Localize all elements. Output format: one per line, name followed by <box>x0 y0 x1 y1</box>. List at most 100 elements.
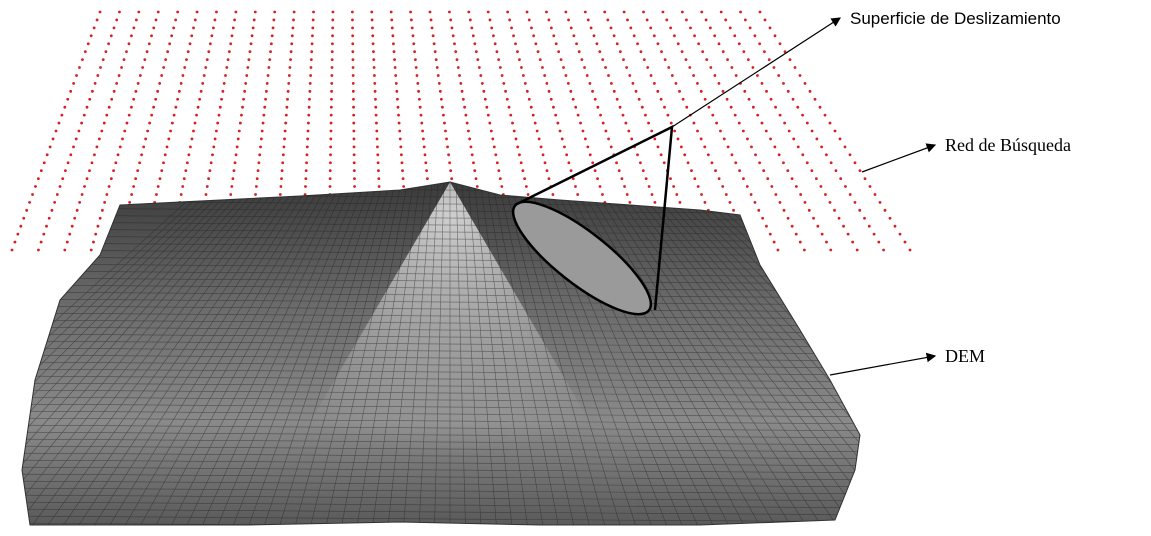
grid-dot <box>767 58 771 61</box>
grid-dot <box>132 26 136 30</box>
grid-dot <box>86 42 90 46</box>
grid-dot <box>622 58 625 61</box>
grid-dot <box>768 232 772 236</box>
grid-dot <box>793 66 797 69</box>
grid-dot <box>39 240 43 244</box>
grid-dot <box>502 82 506 85</box>
grid-dot <box>374 113 378 117</box>
grid-dot <box>514 42 517 46</box>
grid-dot <box>42 232 46 236</box>
grid-dot <box>103 201 107 204</box>
grid-dot <box>236 137 240 141</box>
grid-dot <box>726 58 729 61</box>
grid-dot <box>715 121 719 125</box>
grid-dot <box>708 26 712 30</box>
grid-dot <box>450 26 454 30</box>
grid-dot <box>757 208 761 212</box>
grid-dot <box>569 169 573 173</box>
grid-dot <box>201 82 205 85</box>
grid-dot <box>790 177 794 181</box>
grid-dot <box>376 161 380 165</box>
grid-dot <box>636 42 639 46</box>
mesh-line <box>467 182 498 525</box>
grid-dot <box>612 34 616 38</box>
grid-dot <box>284 121 288 125</box>
grid-dot <box>794 185 798 188</box>
grid-dot <box>409 10 412 14</box>
grid-dot <box>208 169 212 173</box>
grid-dot <box>189 145 192 149</box>
grid-dot <box>425 169 428 173</box>
grid-dot <box>792 137 796 141</box>
grid-dot <box>372 50 375 54</box>
grid-dot <box>138 74 142 77</box>
grid-dot <box>280 169 284 173</box>
mesh-line <box>44 182 295 525</box>
grid-dot <box>266 74 270 77</box>
grid-dot <box>577 50 581 54</box>
grid-dot <box>185 58 188 61</box>
grid-dot <box>154 97 158 101</box>
grid-dot <box>455 58 459 61</box>
grid-dot <box>92 26 96 30</box>
grid-dot <box>85 105 89 109</box>
grid-dot <box>786 169 790 173</box>
grid-dot <box>711 113 715 117</box>
grid-dot <box>599 113 602 117</box>
mesh-line <box>479 182 529 525</box>
grid-dot <box>556 121 560 125</box>
mesh-line <box>22 182 277 525</box>
grid-dot <box>491 137 495 141</box>
grid-dot <box>639 50 643 54</box>
grid-dot <box>402 185 406 188</box>
grid-dot <box>230 185 234 188</box>
mesh-line <box>461 182 482 525</box>
grid-dot <box>628 201 632 204</box>
grid-dot <box>373 74 376 77</box>
grid-dot <box>669 26 673 30</box>
grid-dot <box>523 177 527 181</box>
grid-dot <box>58 185 62 188</box>
grid-dot <box>679 145 683 149</box>
grid-dot <box>746 58 750 61</box>
grid-dot <box>22 216 26 220</box>
grid-dot <box>409 18 413 22</box>
grid-dot <box>799 193 803 196</box>
grid-dot <box>470 26 474 30</box>
grid-dot <box>742 177 745 181</box>
grid-dot <box>798 74 802 77</box>
grid-dot <box>742 50 746 54</box>
grid-dot <box>352 105 355 109</box>
grid-dot <box>53 201 57 204</box>
grid-dot <box>626 18 629 22</box>
grid-dot <box>669 177 672 181</box>
grid-dot <box>174 18 178 22</box>
grid-dot <box>768 26 772 30</box>
grid-dot <box>486 113 490 117</box>
grid-dot <box>489 129 493 133</box>
grid-dot <box>88 169 91 173</box>
grid-dot <box>431 34 435 38</box>
grid-dot <box>493 42 497 46</box>
grid-dot <box>786 89 790 93</box>
grid-dot <box>66 97 70 101</box>
grid-dot <box>449 18 453 22</box>
grid-dot <box>492 145 496 149</box>
grid-dot <box>663 58 667 61</box>
grid-dot <box>372 58 376 61</box>
grid-dot <box>329 121 333 125</box>
grid-dot <box>163 153 167 157</box>
grid-dot <box>704 18 708 22</box>
grid-dot <box>220 97 223 101</box>
grid-dot <box>70 224 74 228</box>
grid-dot <box>453 42 456 46</box>
grid-dot <box>464 113 468 117</box>
grid-dot <box>217 113 221 117</box>
grid-dot <box>753 201 757 204</box>
grid-dot <box>670 74 674 77</box>
grid-dot <box>518 58 521 61</box>
grid-dot <box>280 177 283 181</box>
grid-dot <box>433 50 437 54</box>
grid-dot <box>80 193 84 196</box>
grid-dot <box>249 42 253 46</box>
